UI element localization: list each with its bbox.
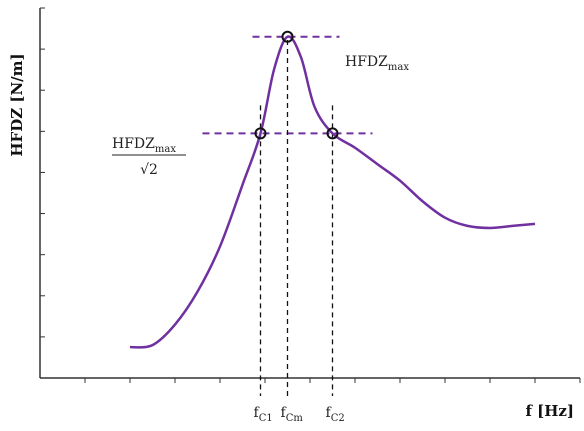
max-annotation: HFDZmax (345, 54, 409, 73)
half-annotation-denominator: √2 (140, 162, 158, 178)
y-axis-label: HFDZ [N/m] (8, 53, 26, 156)
x-marker-label: fCm (281, 405, 304, 424)
point-markers (254, 30, 339, 140)
x-axis-label: f [Hz] (525, 402, 574, 420)
series-line (129, 35, 536, 349)
point-marker (254, 127, 267, 140)
max-annotation-sub: max (388, 62, 409, 73)
half-power-annotation: HFDZmax √2 (112, 136, 186, 178)
max-annotation-base: HFDZ (345, 54, 388, 70)
axes (39, 7, 581, 383)
half-annotation-sub: max (155, 144, 176, 155)
x-marker-label: fC2 (326, 405, 345, 424)
point-marker (326, 127, 339, 140)
x-marker-labels: fC1 fCm fC2 (254, 405, 345, 424)
point-marker (281, 30, 294, 43)
guide-lines (202, 35, 373, 396)
svg-text:HFDZmax: HFDZmax (112, 136, 176, 155)
x-marker-label: fC1 (254, 405, 273, 424)
half-annotation-base: HFDZ (112, 136, 155, 152)
